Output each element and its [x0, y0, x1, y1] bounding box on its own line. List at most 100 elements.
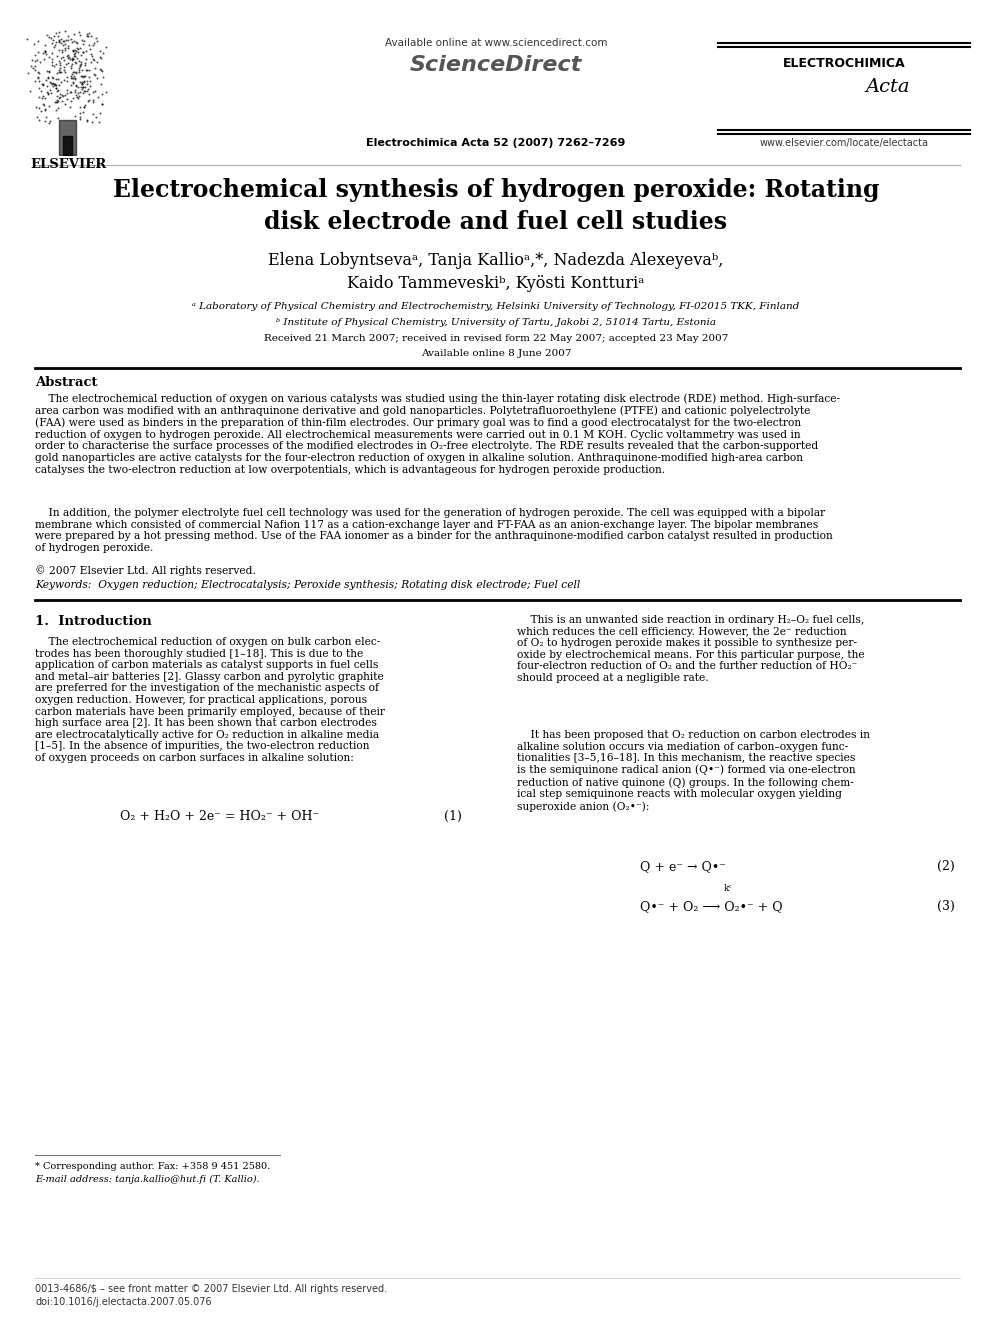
- Point: [57, 85, 72, 106]
- Point: [60, 29, 75, 50]
- Point: [60, 66, 75, 87]
- Point: [64, 41, 80, 62]
- Point: [64, 48, 80, 69]
- Point: [55, 85, 70, 106]
- Text: doi:10.1016/j.electacta.2007.05.076: doi:10.1016/j.electacta.2007.05.076: [35, 1297, 211, 1307]
- Point: [79, 25, 95, 46]
- Point: [67, 52, 83, 73]
- Point: [66, 106, 82, 127]
- Point: [72, 107, 88, 128]
- Text: Acta: Acta: [866, 78, 911, 97]
- Point: [44, 32, 60, 53]
- Point: [84, 45, 100, 66]
- Point: [59, 45, 74, 66]
- Point: [83, 52, 99, 73]
- Point: [49, 86, 64, 107]
- Point: [71, 56, 87, 77]
- Point: [48, 77, 63, 98]
- Point: [94, 94, 110, 115]
- Point: [44, 52, 60, 73]
- Point: [66, 30, 82, 52]
- Point: [34, 81, 50, 102]
- Point: [91, 46, 107, 67]
- Point: [66, 46, 82, 67]
- Point: [79, 60, 95, 81]
- Point: [94, 66, 110, 87]
- Point: [38, 40, 54, 61]
- Point: [85, 49, 101, 70]
- Point: [64, 64, 80, 85]
- Point: [48, 34, 63, 56]
- Point: [48, 78, 63, 99]
- Text: The electrochemical reduction of oxygen on bulk carbon elec-
trodes has been tho: The electrochemical reduction of oxygen …: [35, 636, 385, 763]
- Point: [75, 77, 91, 98]
- Point: [49, 89, 64, 110]
- Point: [53, 28, 68, 49]
- Point: [74, 73, 90, 94]
- Point: [64, 53, 80, 74]
- Point: [64, 50, 80, 71]
- Point: [32, 108, 48, 130]
- Point: [91, 111, 107, 132]
- Point: [41, 112, 57, 134]
- Point: [66, 22, 82, 44]
- Point: [55, 90, 70, 111]
- Point: [76, 70, 92, 91]
- Point: [88, 28, 104, 49]
- Point: [30, 66, 46, 87]
- Point: [20, 28, 36, 49]
- Point: [79, 110, 95, 131]
- Point: [53, 83, 68, 105]
- Point: [51, 30, 66, 52]
- Point: [83, 44, 99, 65]
- Point: [64, 40, 80, 61]
- Point: [52, 21, 67, 42]
- Point: [75, 82, 91, 103]
- Text: This is an unwanted side reaction in ordinary H₂–O₂ fuel cells,
which reduces th: This is an unwanted side reaction in ord…: [517, 615, 865, 683]
- Point: [50, 91, 65, 112]
- Point: [72, 45, 88, 66]
- Point: [71, 50, 87, 71]
- Point: [44, 28, 60, 49]
- Text: (3): (3): [937, 900, 955, 913]
- Point: [61, 52, 76, 73]
- Point: [63, 90, 79, 111]
- Point: [53, 86, 68, 107]
- Point: [37, 87, 53, 108]
- Point: [27, 45, 43, 66]
- Point: [37, 94, 53, 115]
- Point: [75, 66, 91, 87]
- Point: [73, 77, 89, 98]
- Point: [40, 67, 56, 89]
- Point: [73, 52, 89, 73]
- Point: [85, 91, 101, 112]
- Point: [81, 22, 97, 44]
- Point: [50, 91, 65, 112]
- Point: [79, 70, 95, 91]
- Point: [37, 49, 53, 70]
- Point: [61, 46, 76, 67]
- Point: [60, 25, 75, 46]
- Point: [56, 46, 71, 67]
- Point: [32, 70, 48, 91]
- Point: [74, 60, 90, 81]
- Point: [83, 25, 99, 46]
- Point: [58, 21, 73, 42]
- Point: [62, 97, 77, 118]
- Point: [70, 41, 86, 62]
- Point: [51, 50, 66, 71]
- Point: [56, 30, 71, 52]
- Text: disk electrode and fuel cell studies: disk electrode and fuel cell studies: [265, 210, 727, 234]
- Point: [38, 40, 54, 61]
- Point: [35, 42, 51, 64]
- Point: [73, 78, 89, 99]
- Point: [89, 67, 105, 89]
- Text: Electrochemical synthesis of hydrogen peroxide: Rotating: Electrochemical synthesis of hydrogen pe…: [113, 179, 879, 202]
- Text: The electrochemical reduction of oxygen on various catalysts was studied using t: The electrochemical reduction of oxygen …: [35, 393, 840, 475]
- Point: [28, 60, 44, 81]
- Point: [62, 48, 77, 69]
- Point: [80, 25, 96, 46]
- Point: [52, 29, 67, 50]
- Point: [98, 36, 114, 57]
- Text: Q•⁻ + O₂ ⟶ O₂•⁻ + Q: Q•⁻ + O₂ ⟶ O₂•⁻ + Q: [640, 900, 783, 913]
